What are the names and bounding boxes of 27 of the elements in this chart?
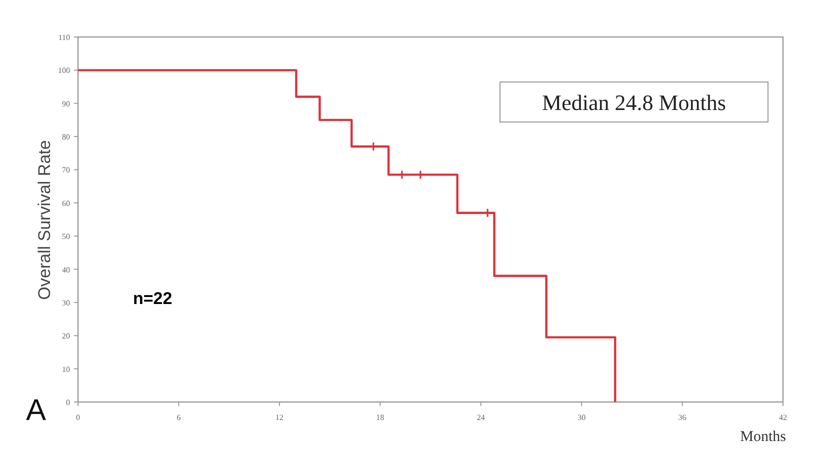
point — [416, 170, 426, 180]
x-tick-label: 6 — [176, 413, 181, 422]
x-axis-title: Months — [740, 429, 786, 445]
y-tick-label: 30 — [62, 298, 70, 308]
y-tick-label: 70 — [62, 166, 70, 175]
x-tick-label: 36 — [678, 413, 686, 422]
x-tick-label: 42 — [779, 413, 787, 422]
annotation: n=22 — [133, 289, 172, 308]
x-tick-label: 12 — [275, 413, 284, 422]
y-tick-label: 60 — [62, 198, 70, 208]
x-tick-label: 30 — [578, 413, 586, 422]
text: A — [26, 394, 46, 427]
y-tick-label: 80 — [62, 132, 70, 142]
y-tick-label: 90 — [62, 99, 70, 108]
annotation: Median 24.8 Months — [542, 90, 726, 115]
y-tick-label: 10 — [62, 364, 70, 374]
x-tick-label: 24 — [476, 413, 485, 422]
y-axis-title: Overall Survival Rate — [35, 140, 54, 300]
y-tick-label: 0 — [66, 398, 70, 407]
y-tick-label: 100 — [58, 66, 70, 76]
y-tick-label: 110 — [58, 33, 70, 42]
y-tick-label: 50 — [62, 232, 70, 242]
x-tick-label: 18 — [376, 413, 384, 422]
x-tick-label: 0 — [76, 413, 80, 422]
y-tick-label: 40 — [62, 265, 70, 274]
y-tick-label: 20 — [62, 332, 70, 341]
point — [397, 170, 407, 180]
